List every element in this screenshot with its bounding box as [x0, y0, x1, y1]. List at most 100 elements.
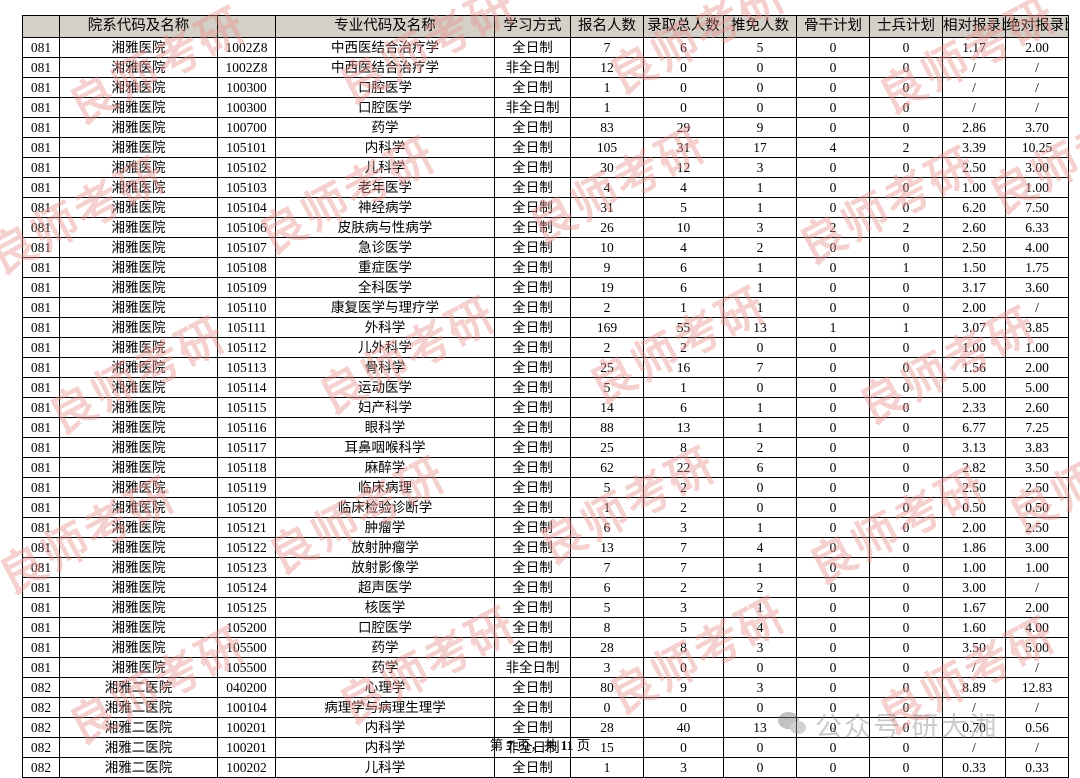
cell-applicants: 5 — [570, 377, 644, 398]
cell-study-mode: 全日制 — [494, 417, 571, 438]
cell-soldier-plan: 0 — [869, 337, 943, 358]
cell-backbone-plan: 0 — [796, 157, 870, 178]
cell-soldier-plan: 0 — [869, 457, 943, 478]
cell-exempt: 2 — [723, 437, 797, 458]
cell-exempt: 1 — [723, 257, 797, 278]
table-row: 081 湘雅医院 105124 超声医学 全日制 6 2 2 0 0 3.00/ — [22, 577, 1069, 598]
cell-study-mode: 全日制 — [494, 637, 571, 658]
cell-absolute-ratio: / — [1005, 77, 1069, 98]
table-row: 081 湘雅医院 105112 儿外科学 全日制 2 2 0 0 0 1.00 1.00 — [22, 337, 1069, 358]
cell-absolute-ratio: 3.50 — [1005, 457, 1069, 478]
cell-dept-name: 湘雅二医院 — [59, 757, 218, 778]
cell-major-name: 老年医学 — [275, 177, 495, 198]
cell-backbone-plan: 0 — [796, 77, 870, 98]
cell-backbone-plan: 0 — [796, 697, 870, 718]
cell-study-mode: 全日制 — [494, 277, 571, 298]
admissions-table: 院系代码及名称 专业代码及名称 学习方式 报名人数 录取总人数 推免人数 骨干计… — [22, 15, 1069, 778]
cell-dept-code: 081 — [22, 197, 60, 218]
cell-study-mode: 全日制 — [494, 517, 571, 538]
cell-absolute-ratio: 3.83 — [1005, 437, 1069, 458]
table-row: 081 湘雅医院 105115 妇产科学 全日制 14 6 1 0 0 2.33 2.60 — [22, 397, 1069, 418]
cell-exempt: 7 — [723, 357, 797, 378]
cell-applicants: 2 — [570, 337, 644, 358]
cell-major-code: 105117 — [217, 437, 276, 458]
cell-major-code: 105106 — [217, 217, 276, 238]
cell-major-code: 105124 — [217, 577, 276, 598]
cell-applicants: 83 — [570, 117, 644, 138]
cell-study-mode: 全日制 — [494, 497, 571, 518]
cell-study-mode: 全日制 — [494, 117, 571, 138]
cell-absolute-ratio: 2.50 — [1005, 517, 1069, 538]
cell-dept-name: 湘雅医院 — [59, 337, 218, 358]
cell-relative-ratio: 2.00 — [942, 517, 1006, 538]
cell-backbone-plan: 0 — [796, 677, 870, 698]
cell-major-code: 1002Z8 — [217, 37, 276, 58]
cell-dept-name: 湘雅二医院 — [59, 677, 218, 698]
cell-dept-name: 湘雅医院 — [59, 397, 218, 418]
cell-dept-code: 081 — [22, 577, 60, 598]
cell-soldier-plan: 0 — [869, 77, 943, 98]
cell-exempt: 0 — [723, 97, 797, 118]
cell-major-name: 药学 — [275, 117, 495, 138]
cell-soldier-plan: 0 — [869, 237, 943, 258]
cell-exempt: 1 — [723, 517, 797, 538]
cell-major-code: 105120 — [217, 497, 276, 518]
cell-major-code: 105500 — [217, 637, 276, 658]
cell-absolute-ratio: 2.00 — [1005, 357, 1069, 378]
cell-applicants: 62 — [570, 457, 644, 478]
cell-exempt: 0 — [723, 697, 797, 718]
cell-applicants: 26 — [570, 217, 644, 238]
cell-backbone-plan: 0 — [796, 97, 870, 118]
cell-soldier-plan: 0 — [869, 557, 943, 578]
cell-applicants: 3 — [570, 657, 644, 678]
cell-relative-ratio: 1.67 — [942, 597, 1006, 618]
cell-major-name: 急诊医学 — [275, 237, 495, 258]
cell-major-code: 100700 — [217, 117, 276, 138]
cell-admitted-total: 1 — [643, 297, 724, 318]
cell-admitted-total: 8 — [643, 637, 724, 658]
cell-soldier-plan: 0 — [869, 757, 943, 778]
cell-admitted-total: 6 — [643, 37, 724, 58]
cell-dept-name: 湘雅医院 — [59, 177, 218, 198]
cell-dept-name: 湘雅医院 — [59, 537, 218, 558]
cell-major-code: 105118 — [217, 457, 276, 478]
table-body: 081 湘雅医院 1002Z8 中西医结合治疗学 全日制 7 6 5 0 0 1.17 2.00 081… — [22, 37, 1069, 778]
cell-study-mode: 非全日制 — [494, 657, 571, 678]
cell-backbone-plan: 0 — [796, 497, 870, 518]
cell-relative-ratio: 2.50 — [942, 157, 1006, 178]
cell-soldier-plan: 0 — [869, 97, 943, 118]
cell-relative-ratio: 6.20 — [942, 197, 1006, 218]
cell-absolute-ratio: 1.00 — [1005, 557, 1069, 578]
cell-backbone-plan: 0 — [796, 197, 870, 218]
header-major-code-blank — [217, 15, 276, 38]
cell-exempt: 0 — [723, 337, 797, 358]
cell-dept-name: 湘雅医院 — [59, 477, 218, 498]
cell-absolute-ratio: / — [1005, 577, 1069, 598]
cell-soldier-plan: 0 — [869, 577, 943, 598]
cell-soldier-plan: 0 — [869, 537, 943, 558]
cell-dept-code: 081 — [22, 597, 60, 618]
cell-admitted-total: 13 — [643, 417, 724, 438]
cell-dept-name: 湘雅医院 — [59, 657, 218, 678]
cell-dept-name: 湘雅医院 — [59, 357, 218, 378]
cell-relative-ratio: 1.60 — [942, 617, 1006, 638]
table-row: 081 湘雅医院 105101 内科学 全日制 105 31 17 4 2 3.39 10.25 — [22, 137, 1069, 158]
cell-applicants: 5 — [570, 597, 644, 618]
cell-backbone-plan: 0 — [796, 657, 870, 678]
cell-absolute-ratio: / — [1005, 297, 1069, 318]
cell-backbone-plan: 0 — [796, 537, 870, 558]
cell-dept-code: 081 — [22, 337, 60, 358]
cell-applicants: 12 — [570, 57, 644, 78]
cell-backbone-plan: 2 — [796, 217, 870, 238]
cell-exempt: 5 — [723, 37, 797, 58]
cell-applicants: 0 — [570, 697, 644, 718]
cell-major-code: 100104 — [217, 697, 276, 718]
cell-major-name: 口腔医学 — [275, 77, 495, 98]
cell-absolute-ratio: 3.00 — [1005, 157, 1069, 178]
cell-backbone-plan: 0 — [796, 177, 870, 198]
cell-major-code: 105101 — [217, 137, 276, 158]
cell-dept-code: 081 — [22, 657, 60, 678]
cell-absolute-ratio: 3.70 — [1005, 117, 1069, 138]
cell-dept-name: 湘雅医院 — [59, 597, 218, 618]
cell-major-name: 超声医学 — [275, 577, 495, 598]
